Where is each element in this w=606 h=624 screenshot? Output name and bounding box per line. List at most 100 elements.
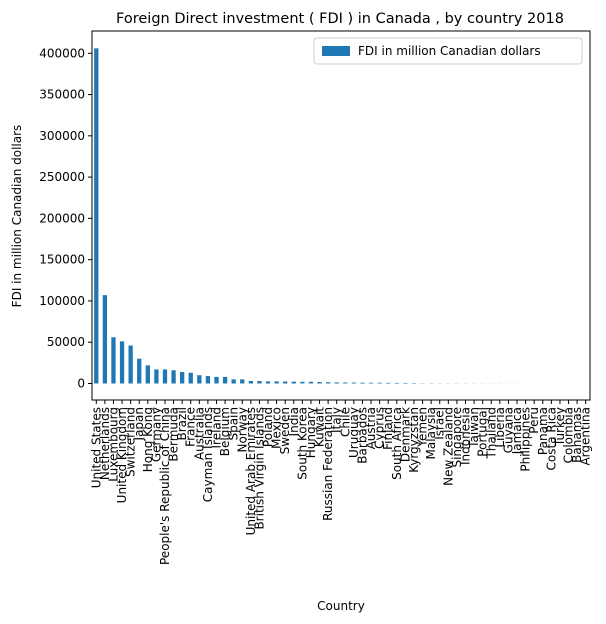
x-tick-label: Poland [261, 407, 275, 447]
bar [240, 379, 245, 384]
x-tick-label: Germany [149, 407, 163, 462]
bar [325, 382, 331, 384]
bar [386, 382, 391, 384]
x-tick-label: France [184, 407, 198, 447]
y-tick-label: 100000 [39, 294, 85, 308]
x-axis-label: Country [317, 599, 365, 613]
y-tick-label: 0 [77, 376, 85, 390]
x-tick-label: Netherlands [98, 407, 112, 480]
x-tick-label: Portugal [476, 407, 490, 457]
x-tick-label: British Virgin Islands [252, 407, 266, 530]
x-tick-label: South Africa [390, 407, 404, 480]
legend-box [313, 37, 583, 65]
x-tick-label: Liberia [493, 407, 507, 448]
x-tick-label: Turkey [553, 407, 567, 447]
x-tick-label: Japan [132, 407, 146, 441]
x-tick-label: Russian Federation [321, 407, 335, 521]
x-tick-label: Thailand [484, 407, 498, 460]
bar [308, 381, 314, 384]
x-tick-label: Brazil [175, 407, 189, 441]
x-tick-label: United Kingdom [115, 407, 129, 503]
x-tick-label: Australia [192, 407, 206, 460]
x-tick-label: Israel [433, 407, 447, 440]
x-tick-label: Denmark [398, 407, 412, 462]
y-tick-label: 300000 [39, 129, 85, 143]
x-tick-label: Hong Kong [141, 407, 155, 472]
legend-label: FDI in million Canadian dollars [358, 44, 541, 58]
x-tick-label: Cyprus [373, 407, 387, 449]
y-tick-label: 350000 [39, 88, 85, 102]
y-axis-label: FDI in million Canadian dollars [10, 125, 24, 308]
x-tick-label: Belgium [218, 407, 232, 456]
x-tick-label: Spain [227, 407, 241, 441]
bar [154, 369, 159, 384]
bar [274, 381, 279, 384]
bar [171, 370, 176, 384]
bar [351, 382, 357, 384]
bar [111, 337, 116, 384]
bar [334, 382, 339, 384]
x-tick-label: Austria [364, 407, 378, 449]
bar [265, 381, 271, 384]
bar [180, 371, 185, 384]
x-tick-label: Finland [381, 407, 395, 450]
x-tick-label: Switzerland [124, 407, 138, 477]
x-tick-label: Ireland [210, 407, 224, 449]
y-tick-label: 50000 [47, 335, 85, 349]
legend-swatch [322, 46, 350, 56]
x-tick-label: Bahamas [570, 407, 584, 463]
x-tick-label: Argentina [579, 407, 593, 466]
x-tick-label: Peru [527, 407, 541, 434]
x-tick-label: Colombia [562, 407, 576, 463]
x-tick-label: Malaysia [424, 407, 438, 459]
x-tick-label: Luxembourg [106, 407, 120, 482]
x-tick-label: Singapore [450, 407, 464, 468]
bar [94, 48, 99, 384]
bar [128, 345, 133, 384]
bar [368, 382, 374, 384]
bar [188, 372, 193, 384]
x-tick-label: India [287, 407, 301, 436]
x-tick-label: Uruguay [347, 407, 361, 458]
bar [394, 382, 399, 384]
x-tick-label: Bermuda [167, 407, 181, 462]
x-tick-label: Kyrgyzstan [407, 407, 421, 473]
x-tick-label: Cayman Islands [201, 407, 215, 502]
bar [377, 382, 382, 384]
x-tick-label: Guyana [501, 407, 515, 453]
bar [102, 295, 108, 384]
bar [162, 369, 168, 384]
bar [300, 381, 305, 384]
bar [137, 358, 142, 384]
x-tick-label: People's Republic of China [158, 407, 172, 565]
x-tick-label: Kuwait [313, 407, 327, 447]
plot-frame [91, 30, 591, 401]
x-tick-label: Mexico [270, 407, 284, 449]
bar [257, 381, 262, 384]
x-tick-label: United States [89, 407, 103, 488]
x-tick-label: United Arab Emirates [244, 407, 258, 535]
x-tick-label: Philippines [519, 407, 533, 472]
bar [360, 382, 365, 384]
x-tick-label: Italy [330, 407, 344, 433]
x-tick-label: New Zealand [441, 407, 455, 486]
bar [222, 376, 228, 384]
bar [291, 381, 296, 384]
x-tick-label: Taiwan [467, 407, 481, 449]
x-tick-label: Chile [338, 407, 352, 437]
bar [248, 381, 253, 384]
bar [119, 341, 125, 384]
bar [343, 382, 348, 384]
x-tick-label: Jamaica [510, 407, 524, 455]
bar [283, 381, 288, 384]
chart-title: Foreign Direct investment ( FDI ) in Can… [116, 11, 564, 27]
x-tick-label: Costa Rica [544, 407, 558, 470]
bar [231, 379, 236, 384]
x-tick-label: Sweden [278, 407, 292, 454]
x-tick-label: Hungary [304, 407, 318, 458]
x-tick-label: South Korea [295, 407, 309, 480]
bar [205, 376, 211, 384]
x-tick-label: Barbados [355, 407, 369, 464]
x-tick-label: Norway [235, 407, 249, 453]
